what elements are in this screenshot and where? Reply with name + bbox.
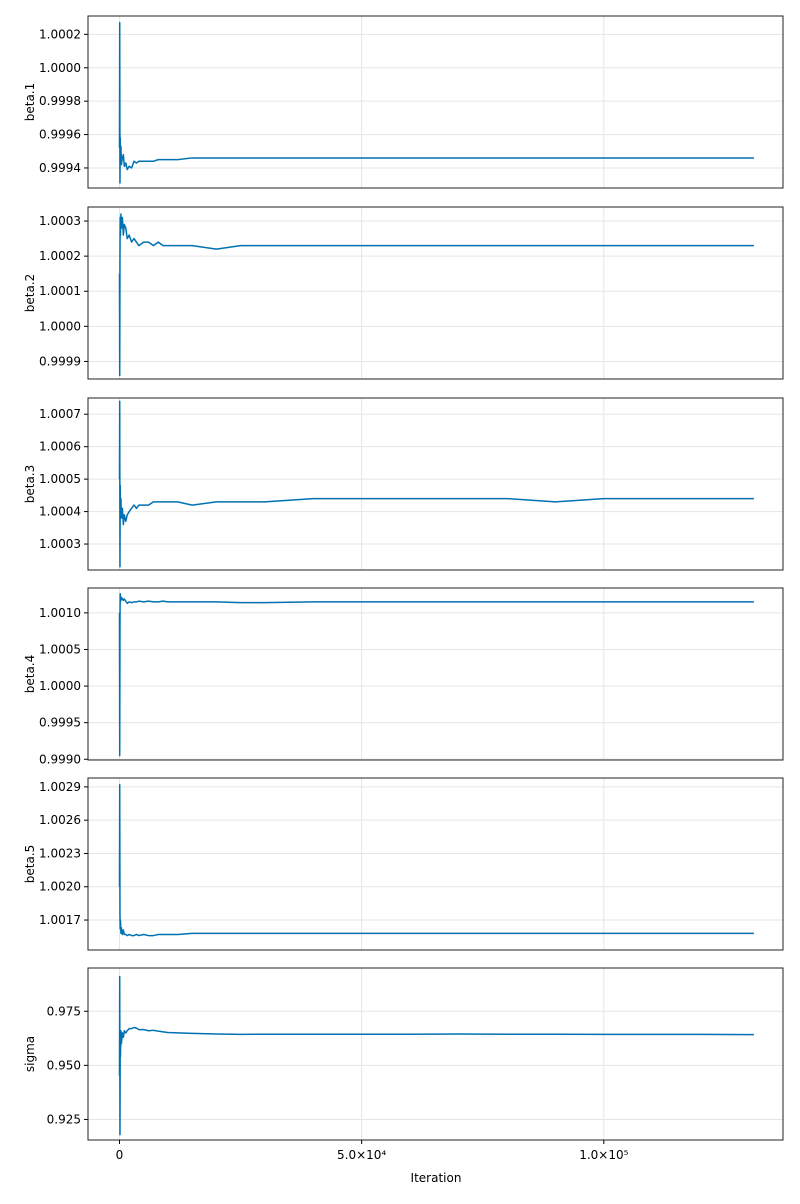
panel-frame: [87, 15, 784, 189]
y-tick-label: 1.0010: [39, 606, 81, 620]
panel-frame: [87, 777, 784, 951]
y-axis-label-beta.3: beta.3: [23, 465, 37, 504]
y-tick-label: 1.0000: [39, 319, 81, 333]
y-tick-label: 1.0002: [39, 27, 81, 41]
y-tick-label: 1.0020: [39, 880, 81, 894]
y-tick-label: 1.0023: [39, 846, 81, 860]
trace-line-beta.3: [118, 400, 754, 568]
y-tick-label: 0.9994: [39, 161, 81, 175]
panel-frame: [87, 967, 784, 1141]
panel-beta.5: 1.0017 1.0020 1.0023 1.0026 1.0029 beta.5: [23, 777, 784, 951]
panel-frame: [87, 206, 784, 380]
y-tick-label: 1.0005: [39, 472, 81, 486]
panel-beta.4: 0.9990 0.9995 1.0000 1.0005 1.0010 beta.4: [23, 587, 784, 766]
y-tick-label: 0.975: [47, 1004, 81, 1018]
y-tick-label: 1.0004: [39, 505, 81, 519]
y-axis-label-beta.2: beta.2: [23, 274, 37, 313]
panel-background: [88, 398, 783, 570]
panel-beta.3: 1.0003 1.0004 1.0005 1.0006 1.0007 beta.3: [23, 397, 784, 571]
trace-line-beta.5: [118, 783, 754, 937]
y-tick-label: 0.9995: [39, 716, 81, 730]
panel-background: [88, 16, 783, 188]
y-axis-label-sigma: sigma: [23, 1036, 37, 1072]
y-tick-label: 1.0003: [39, 214, 81, 228]
panel-sigma: 0.925 0.950 0.975 sigma 0 5.0×10⁴ 1.0×10⁵: [23, 967, 784, 1162]
y-tick-label: 1.0000: [39, 61, 81, 75]
y-tick-label: 1.0017: [39, 913, 81, 927]
panel-background: [88, 968, 783, 1140]
y-tick-label: 1.0007: [39, 407, 81, 421]
y-tick-label: 0.9996: [39, 128, 81, 142]
y-tick-label: 0.9999: [39, 354, 81, 368]
panel-frame: [87, 587, 784, 761]
trace-line-sigma: [118, 975, 754, 1136]
y-tick-label: 1.0001: [39, 284, 81, 298]
panel-background: [88, 207, 783, 379]
panel-beta.1: 0.9994 0.9996 0.9998 1.0000 1.0002 beta.1: [23, 15, 784, 189]
x-tick-label: 5.0×10⁴: [337, 1148, 386, 1162]
y-tick-label: 0.925: [47, 1112, 81, 1126]
trace-line-beta.2: [118, 213, 754, 377]
x-tick-label: 1.0×10⁵: [579, 1148, 628, 1162]
y-tick-label: 0.9998: [39, 94, 81, 108]
y-tick-label: 0.950: [47, 1058, 81, 1072]
y-tick-label: 1.0000: [39, 679, 81, 693]
y-axis-label-beta.4: beta.4: [23, 655, 37, 694]
trace-line-beta.4: [118, 593, 754, 757]
panel-frame: [87, 397, 784, 571]
y-tick-label: 1.0006: [39, 440, 81, 454]
y-tick-label: 1.0002: [39, 249, 81, 263]
y-axis-label-beta.5: beta.5: [23, 845, 37, 884]
y-axis-label-beta.1: beta.1: [23, 83, 37, 122]
panel-background: [88, 778, 783, 950]
panel-background: [88, 588, 783, 760]
y-tick-label: 0.9990: [39, 752, 81, 766]
panel-beta.2: 0.9999 1.0000 1.0001 1.0002 1.0003 beta.2: [23, 206, 784, 380]
y-tick-label: 1.0029: [39, 780, 81, 794]
x-tick-label: 0: [116, 1148, 124, 1162]
x-axis-label: Iteration: [411, 1171, 462, 1185]
y-tick-label: 1.0005: [39, 642, 81, 656]
y-tick-label: 1.0003: [39, 537, 81, 551]
panels-layer: 0.99940.99960.99981.00001.0002beta.10.99…: [23, 15, 784, 1162]
trace-line-beta.1: [118, 21, 754, 184]
y-tick-label: 1.0026: [39, 813, 81, 827]
